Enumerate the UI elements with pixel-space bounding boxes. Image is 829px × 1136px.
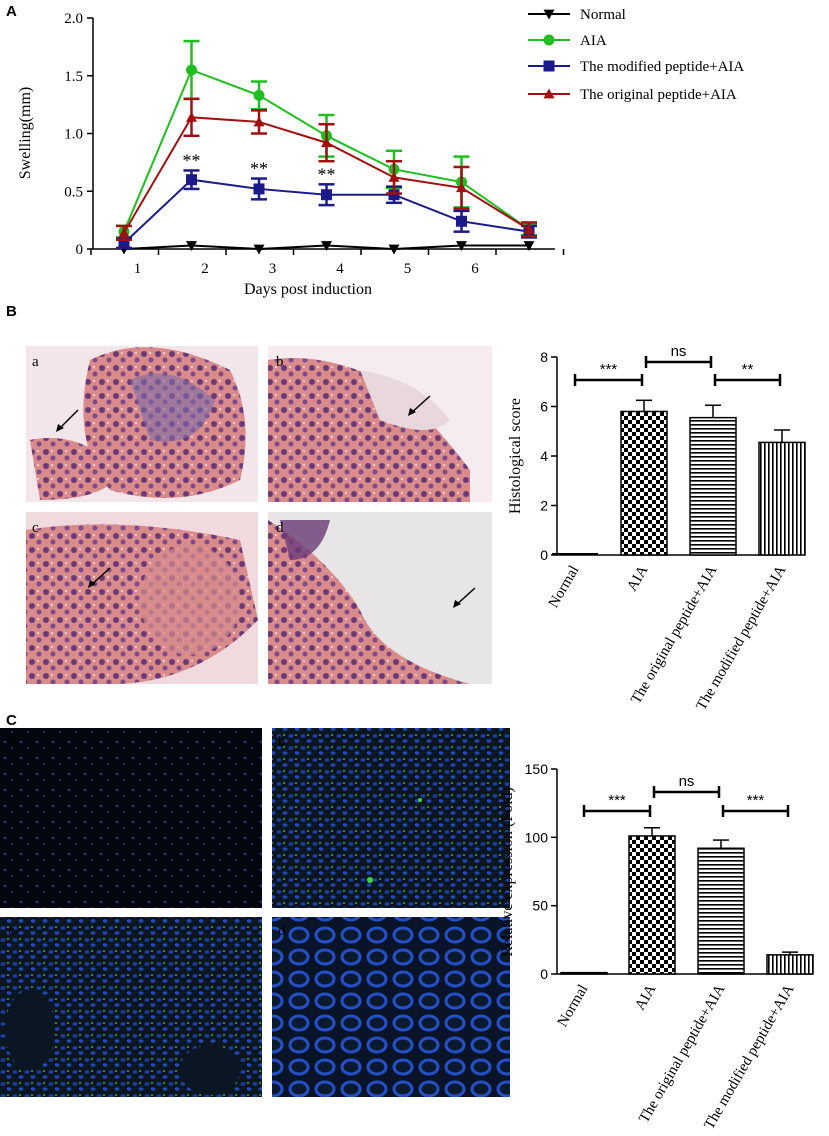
y-tick-label: 150 [525, 761, 549, 777]
category-label: Normal [555, 982, 592, 1030]
y-tick-label: 50 [532, 898, 548, 914]
data-point [543, 60, 555, 72]
image-label-a: a [8, 734, 15, 750]
bar [628, 835, 676, 975]
significance-label: *** [608, 792, 626, 809]
y-axis-label: Relative expression (Fold) [499, 787, 516, 957]
y-axis-label: Histological score [507, 398, 524, 514]
relative-expression-bar-chart: Relative expression (Fold) 0 50 100 150 ***… [499, 761, 814, 1132]
histology-image-grid: a b c d [26, 346, 492, 684]
data-point [253, 89, 265, 101]
panel-letter-b: B [6, 303, 17, 320]
histology-image-d [268, 512, 492, 684]
fluorescence-image-a [0, 728, 262, 908]
histology-image-a [26, 346, 258, 502]
x-tick-label: 2 [201, 261, 209, 277]
data-point [186, 64, 197, 76]
image-label-d: d [276, 520, 284, 536]
category-label: AIA [624, 563, 651, 594]
fluorescence-image-d [272, 917, 510, 1097]
category-label: Normal [546, 563, 583, 611]
data-point [543, 88, 555, 99]
data-point [118, 227, 130, 238]
image-label-b: b [278, 734, 286, 750]
x-tick-label: 4 [336, 261, 344, 277]
image-label-b: b [276, 354, 284, 370]
data-point [186, 111, 197, 122]
bar [620, 410, 668, 556]
legend-label: Normal [580, 7, 626, 23]
bar [560, 971, 608, 975]
data-point [253, 183, 265, 195]
legend-label: The modified peptide+AIA [580, 59, 744, 75]
histology-image-c [26, 512, 258, 684]
data-point [388, 171, 400, 182]
data-point [253, 244, 265, 255]
data-point [186, 241, 197, 252]
bar [758, 441, 806, 556]
data-point [543, 9, 555, 20]
data-point [321, 137, 332, 148]
significance-label: ** [742, 361, 754, 378]
y-tick-label: 2 [540, 498, 548, 514]
x-tick-label: 5 [404, 261, 412, 277]
data-point [186, 174, 197, 186]
histology-image-b [268, 346, 492, 502]
image-label-d: d [278, 923, 286, 939]
data-point [321, 189, 332, 201]
y-tick-label: 1.5 [64, 69, 83, 85]
bar [697, 847, 745, 975]
data-point [253, 116, 265, 127]
legend-label: The original peptide+AIA [580, 87, 737, 103]
y-tick-label: 1.0 [64, 127, 83, 143]
x-tick-label: 3 [269, 261, 277, 277]
data-point [118, 237, 130, 249]
category-label: AIA [632, 982, 659, 1013]
image-label-c: c [32, 520, 39, 536]
y-tick-label: 0.5 [64, 184, 83, 200]
data-point [456, 215, 467, 227]
bar [689, 416, 737, 556]
fluorescence-image-c [0, 917, 262, 1097]
y-tick-label: 0 [540, 547, 548, 563]
y-tick-label: 8 [540, 349, 548, 365]
fluorescence-image-grid: a b c d [0, 728, 510, 1097]
data-point [523, 223, 535, 234]
y-tick-label: 0 [76, 242, 84, 258]
significance-label: *** [747, 792, 765, 809]
fluorescence-image-b [272, 728, 510, 908]
data-point [388, 244, 400, 255]
data-point [523, 241, 535, 252]
bar [766, 954, 814, 975]
data-point [543, 34, 555, 46]
panel-letter-a: A [6, 3, 17, 20]
image-label-c: c [8, 923, 15, 939]
legend-label: AIA [580, 33, 607, 49]
significance-label: *** [600, 361, 618, 378]
data-point [321, 241, 332, 252]
y-tick-label: 2.0 [64, 11, 83, 27]
histological-score-bar-chart: Histological score 0 2 4 6 8 *** ns ** Normal A… [507, 343, 806, 713]
y-tick-label: 4 [540, 448, 548, 464]
data-point [456, 182, 467, 193]
x-tick-label: 6 [471, 261, 479, 277]
y-tick-label: 0 [540, 966, 548, 982]
significance-label: ns [679, 773, 695, 790]
y-axis-label: Swelling(mm) [17, 87, 34, 179]
x-tick-label: 1 [134, 261, 142, 277]
image-label-a: a [32, 354, 39, 370]
x-axis-label: Days post induction [244, 281, 372, 298]
significance-label: ** [183, 150, 201, 170]
significance-label: ns [671, 343, 687, 360]
significance-label: ** [250, 159, 268, 179]
data-point [456, 241, 467, 252]
panel-letter-c: C [6, 712, 17, 729]
swelling-line-chart: Swelling(mm) Days post induction 0 0.5 1.0… [17, 7, 744, 298]
y-tick-label: 6 [540, 399, 548, 415]
significance-label: ** [318, 164, 336, 184]
y-tick-label: 100 [525, 829, 549, 845]
